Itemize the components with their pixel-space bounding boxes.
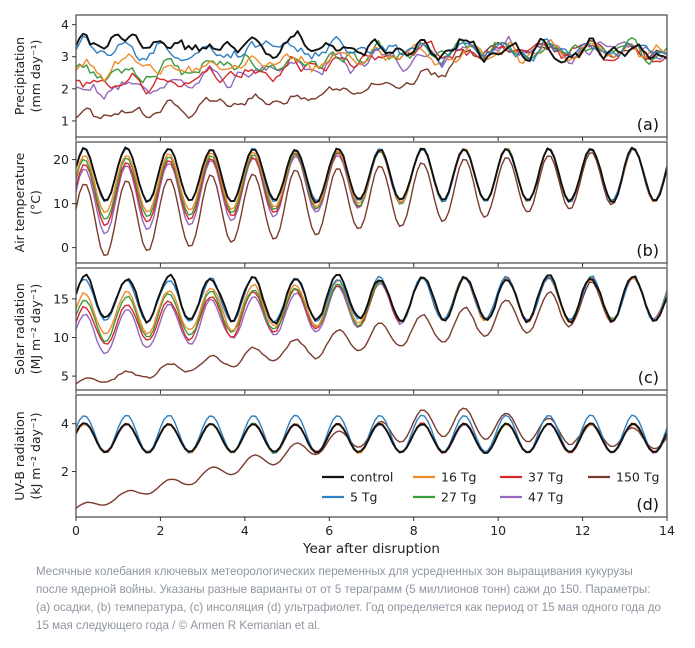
legend-item: 16 Tg — [413, 470, 476, 485]
panel-letter: (b) — [636, 241, 659, 260]
panel-letter: (d) — [636, 495, 659, 514]
y-tick-label: 3 — [61, 49, 69, 64]
series-line-37-tg — [76, 40, 667, 95]
series-line-control — [76, 273, 667, 325]
series-line-150-tg — [76, 276, 667, 385]
panel-letter: (a) — [637, 115, 659, 134]
legend-item: 47 Tg — [500, 490, 563, 505]
legend-label: 150 Tg — [616, 470, 659, 485]
panel-frame — [75, 14, 668, 138]
series-line-control — [76, 30, 667, 64]
series-line-control — [76, 422, 667, 454]
x-tick-label: 0 — [72, 523, 80, 538]
y-axis-unit: (MJ m⁻² day⁻¹) — [28, 284, 43, 375]
series-line-control — [76, 146, 667, 204]
x-tick-label: 14 — [659, 523, 675, 538]
x-tick-label: 10 — [490, 523, 506, 538]
y-tick-label: 4 — [61, 17, 69, 32]
y-tick-label: 20 — [53, 152, 69, 167]
series-line-150-tg — [76, 148, 667, 257]
x-tick-label: 2 — [156, 523, 164, 538]
panel-frame — [75, 141, 668, 264]
panel-d: 2 4 UV-B radiation (kJ m⁻² day⁻¹) (d) — [12, 394, 668, 521]
x-axis-label: Year after disruption — [302, 541, 440, 557]
legend-label: 47 Tg — [528, 490, 563, 505]
legend: control 16 Tg 37 Tg 150 Tg 5 Tg 27 Tg 47 Tg — [322, 470, 659, 505]
legend-item: control — [322, 470, 393, 485]
legend-item: 37 Tg — [500, 470, 563, 485]
legend-label: 16 Tg — [441, 470, 476, 485]
series-line-5-tg — [76, 35, 667, 66]
legend-label: control — [350, 470, 393, 485]
panel-frame — [75, 394, 668, 518]
y-tick-label: 2 — [61, 464, 69, 479]
y-axis-unit: (°C) — [28, 190, 43, 215]
y-axis-label: Air temperature — [12, 152, 27, 252]
y-axis-label: Solar radiation — [12, 283, 27, 375]
y-tick-label: 0 — [61, 240, 69, 255]
y-tick-label: 5 — [61, 369, 69, 384]
legend-item: 27 Tg — [413, 490, 476, 505]
figure-caption: Месячные колебания ключевых метеорологич… — [36, 565, 661, 632]
panel-a: 1 2 3 4 Precipitation (mm day⁻¹) (a) — [12, 14, 668, 141]
y-axis-label: UV-B radiation — [12, 411, 27, 500]
y-tick-label: 10 — [53, 330, 69, 345]
y-tick-label: 4 — [61, 416, 69, 431]
legend-label: 37 Tg — [528, 470, 563, 485]
y-axis-unit: (kJ m⁻² day⁻¹) — [28, 412, 43, 499]
x-tick-label: 6 — [325, 523, 333, 538]
y-axis-unit: (mm day⁻¹) — [28, 40, 43, 113]
panel-c: 5 10 15 Solar radiation (MJ m⁻² day⁻¹) (c) — [12, 267, 668, 394]
legend-label: 27 Tg — [441, 490, 476, 505]
y-tick-label: 2 — [61, 81, 69, 96]
series-line-16-tg — [76, 39, 667, 82]
series-line-47-tg — [76, 276, 667, 355]
panel-b: 0 10 20 Air temperature (°C) (b) — [12, 141, 668, 267]
panel-frame — [75, 267, 668, 391]
x-tick-label: 12 — [575, 523, 591, 538]
legend-item: 150 Tg — [588, 470, 659, 485]
y-axis-label: Precipitation — [12, 37, 27, 115]
y-tick-label: 15 — [53, 291, 69, 306]
legend-label: 5 Tg — [350, 490, 378, 505]
x-tick-label: 8 — [410, 523, 418, 538]
y-tick-label: 1 — [61, 113, 69, 128]
panel-letter: (c) — [638, 368, 659, 387]
y-tick-label: 10 — [53, 196, 69, 211]
series-line-5-tg — [76, 147, 667, 203]
x-tick-label: 4 — [241, 523, 249, 538]
legend-item: 5 Tg — [322, 490, 378, 505]
